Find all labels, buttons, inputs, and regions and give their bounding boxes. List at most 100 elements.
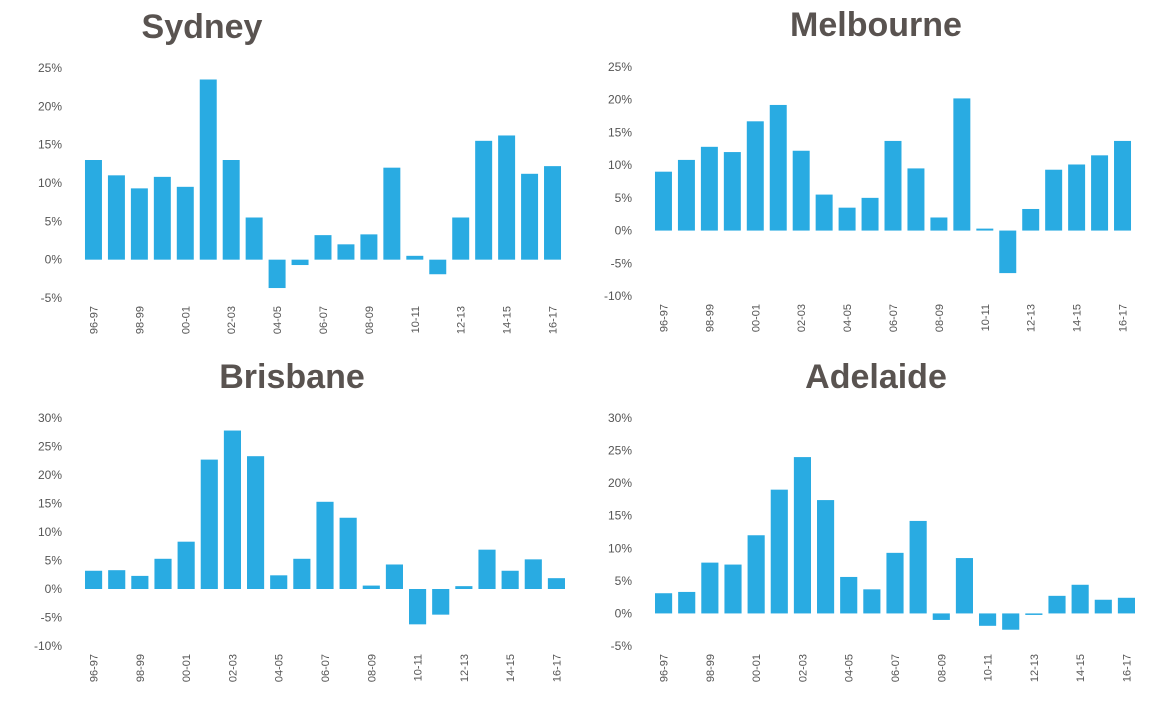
y-tick-label: 0%: [45, 582, 63, 596]
y-tick-label: 25%: [608, 60, 632, 74]
bar-05-06: [291, 259, 309, 266]
bar-96-97: [655, 593, 673, 614]
chart-title: Adelaide: [805, 358, 947, 396]
bar-07-08: [909, 520, 927, 614]
x-tick-label: 16-17: [1118, 304, 1130, 332]
bar-01-02: [199, 79, 217, 260]
bar-11-12: [999, 230, 1017, 274]
bar-97-98: [678, 591, 696, 614]
y-tick-label: -5%: [41, 611, 63, 625]
bar-98-99: [701, 562, 719, 614]
x-tick-label: 10-11: [980, 304, 992, 331]
bar-05-06: [861, 197, 879, 231]
bar-09-10: [383, 167, 401, 260]
x-tick-label: 06-07: [320, 654, 332, 682]
y-tick-label: 5%: [45, 554, 63, 568]
bar-05-06: [293, 558, 311, 589]
bar-15-16: [524, 559, 542, 589]
bar-06-07: [314, 235, 332, 260]
bar-00-01: [176, 186, 194, 260]
x-tick-label: 00-01: [751, 654, 763, 682]
x-tick-label: 08-09: [936, 654, 948, 682]
x-tick-label: 02-03: [227, 654, 239, 682]
x-tick-label: 16-17: [548, 306, 560, 334]
y-tick-label: -5%: [611, 639, 633, 653]
bar-98-99: [131, 575, 149, 589]
bar-00-01: [747, 535, 765, 614]
bar-14-15: [1071, 584, 1089, 614]
y-tick-label: 20%: [608, 93, 632, 107]
bar-07-08: [337, 244, 355, 260]
bar-12-13: [455, 586, 473, 589]
bar-13-14: [478, 549, 496, 589]
bar-16-17: [544, 166, 562, 260]
bar-11-12: [1002, 613, 1020, 630]
bar-08-09: [360, 234, 378, 260]
y-tick-label: 25%: [38, 61, 62, 75]
bar-04-05: [838, 207, 856, 231]
x-tick-label: 16-17: [551, 654, 563, 682]
y-tick-label: -10%: [604, 289, 632, 303]
y-tick-label: 25%: [608, 444, 632, 458]
y-tick-label: 15%: [608, 509, 632, 523]
bar-97-98: [108, 570, 126, 589]
bar-99-00: [154, 558, 172, 589]
bar-03-04: [245, 217, 263, 260]
x-tick-label: 10-11: [413, 654, 425, 681]
x-tick-label: 14-15: [502, 306, 514, 334]
chart-title: Brisbane: [219, 358, 365, 396]
y-tick-label: 20%: [38, 468, 62, 482]
bar-96-97: [85, 570, 103, 589]
bar-09-10: [385, 564, 403, 589]
x-tick-label: 02-03: [226, 306, 238, 334]
x-tick-label: 10-11: [983, 654, 995, 681]
y-tick-label: 30%: [608, 411, 632, 425]
bar-96-97: [84, 160, 102, 260]
bar-98-99: [130, 188, 148, 260]
bar-12-13: [452, 217, 470, 260]
x-tick-label: 04-05: [274, 654, 286, 682]
bar-02-03: [222, 160, 240, 260]
x-tick-label: 06-07: [890, 654, 902, 682]
bar-00-01: [177, 541, 195, 589]
bar-15-16: [521, 173, 539, 260]
y-tick-label: 25%: [38, 440, 62, 454]
x-tick-label: 04-05: [844, 654, 856, 682]
bar-00-01: [746, 121, 764, 231]
x-tick-label: 16-17: [1121, 654, 1133, 682]
y-tick-label: 15%: [38, 497, 62, 511]
bar-10-11: [406, 255, 424, 260]
bar-09-10: [955, 558, 973, 614]
bar-13-14: [475, 140, 493, 260]
bar-11-12: [432, 589, 450, 615]
x-tick-label: 96-97: [659, 654, 671, 682]
bar-15-16: [1091, 155, 1109, 231]
chart-panel-adelaide: Adelaide 30% 25% 20% 15% 10% 5% 0% -5% 96-97 98-99…: [590, 352, 1150, 704]
bar-04-05: [268, 259, 286, 289]
bar-03-04: [815, 194, 833, 231]
chart-panel-brisbane: Brisbane 30% 25% 20% 15% 10% 5% 0% -5% -10% 96-97 9…: [20, 352, 580, 704]
bar-07-08: [907, 168, 925, 231]
chart-panel-sydney: Sydney 25% 20% 15% 10% 5% 0% -5% 96-97 98-99 00-01…: [20, 0, 580, 352]
x-tick-label: 08-09: [934, 304, 946, 332]
y-tick-label: 30%: [38, 411, 62, 425]
x-tick-label: 12-13: [1026, 304, 1038, 332]
bar-08-09: [932, 613, 950, 620]
bar-16-17: [547, 578, 565, 589]
chart-melbourne: Melbourne 25% 20% 15% 10% 5% 0% -5% -10% 96-97 98-…: [604, 6, 1132, 332]
y-tick-label: 5%: [615, 574, 633, 588]
y-tick-label: -5%: [611, 256, 633, 270]
y-tick-label: 15%: [38, 138, 62, 152]
y-tick-label: 0%: [45, 253, 63, 267]
bar-04-05: [270, 575, 288, 589]
x-tick-label: 96-97: [89, 654, 101, 682]
x-tick-label: 98-99: [705, 654, 717, 682]
x-tick-label: 02-03: [797, 654, 809, 682]
bar-05-06: [863, 589, 881, 614]
x-tick-label: 98-99: [134, 306, 146, 334]
bar-03-04: [247, 456, 265, 589]
bar-13-14: [1045, 169, 1063, 231]
x-tick-label: 06-07: [888, 304, 900, 332]
x-tick-label: 96-97: [658, 304, 670, 332]
x-tick-label: 98-99: [135, 654, 147, 682]
